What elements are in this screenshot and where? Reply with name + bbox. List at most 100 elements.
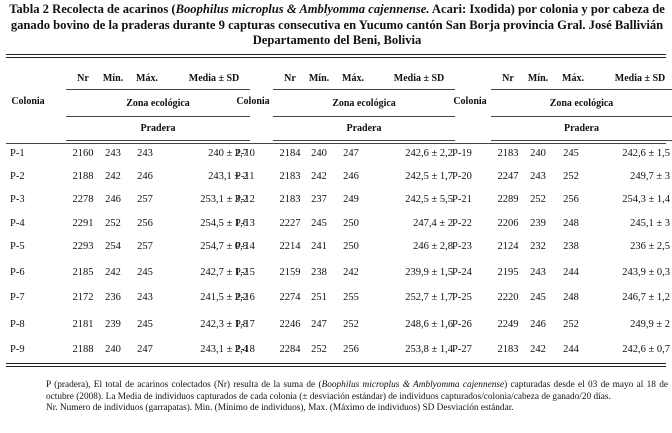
header-zona-ecologica: Zona ecológica [549,98,614,109]
cell-colonia: P-17 [235,319,255,330]
cell-media-sd: 236 ± 2,5 [630,241,670,252]
cell-media-sd: 242,6 ± 1,5 [622,148,670,159]
cell-colonia: P-8 [10,319,25,330]
cell-min: 239 [105,319,121,330]
cell-nr: 2220 [497,292,519,303]
header-nr: Nr [77,73,89,84]
header-underline [66,116,250,117]
cell-media-sd: 243,9 ± 0,3 [622,267,670,278]
cell-media-sd: 254,5 ± 1,6 [200,218,248,229]
cell-max: 257 [137,194,153,205]
cell-max: 248 [563,292,579,303]
cell-media-sd: 239,9 ± 1,5 [405,267,453,278]
cell-nr: 2246 [279,319,301,330]
cell-colonia: P-15 [235,267,255,278]
header-pradera: Pradera [564,123,599,134]
cell-nr: 2195 [497,267,519,278]
header-underline [491,89,672,90]
cell-nr: 2206 [497,218,519,229]
cell-colonia: P-13 [235,218,255,229]
cell-colonia: P-25 [452,292,472,303]
cell-media-sd: 243,1 ± 2 [208,171,248,182]
cell-max: 245 [563,148,579,159]
cell-max: 250 [343,241,359,252]
cell-min: 240 [311,148,327,159]
cell-media-sd: 254,3 ± 1,4 [622,194,670,205]
cell-colonia: P-18 [235,344,255,355]
cell-min: 251 [311,292,327,303]
cell-nr: 2124 [497,241,519,252]
cell-nr: 2274 [279,292,301,303]
cell-media-sd: 240 ± 2,7 [208,148,248,159]
cell-min: 239 [530,218,546,229]
note-species: Boophilus microplus & Amblyomma cajennen… [321,380,505,390]
header-nr: Nr [502,73,514,84]
cell-min: 246 [530,319,546,330]
cell-media-sd: 242,5 ± 1,7 [405,171,453,182]
cell-colonia: P-2 [10,171,25,182]
cell-nr: 2183 [279,171,301,182]
cell-nr: 2289 [497,194,519,205]
cell-max: 243 [137,292,153,303]
header-underline [273,116,455,117]
cell-nr: 2214 [279,241,301,252]
cell-min: 232 [530,241,546,252]
cell-max: 255 [343,292,359,303]
header-min: Mín. [308,73,330,84]
header-underline [491,116,672,117]
cell-min: 243 [530,171,546,182]
cell-min: 236 [105,292,121,303]
cell-min: 240 [105,344,121,355]
cell-nr: 2188 [72,344,94,355]
cell-colonia: P-21 [452,194,472,205]
cell-colonia: P-26 [452,319,472,330]
cell-max: 246 [137,171,153,182]
cell-media-sd: 254,7 ± 0,9 [200,241,248,252]
cell-min: 252 [105,218,121,229]
note-1: P (pradera), El total de acarinos colect… [46,380,668,402]
header-underline [491,140,672,141]
cell-min: 252 [530,194,546,205]
title-rest: Acari: Ixodida) por colonia y por cabeza… [10,2,665,47]
cell-min: 245 [311,218,327,229]
cell-media-sd: 247,4 ± 2 [413,218,453,229]
cell-nr: 2184 [279,148,301,159]
cell-max: 250 [343,218,359,229]
table-notes: P (pradera), El total de acarinos colect… [46,380,668,415]
cell-min: 243 [530,267,546,278]
title-species: Boophilus microplus & Amblyomma cajennen… [175,2,430,16]
cell-nr: 2293 [72,241,94,252]
cell-media-sd: 246 ± 2,8 [413,241,453,252]
cell-min: 240 [530,148,546,159]
cell-min: 242 [530,344,546,355]
cell-nr: 2284 [279,344,301,355]
cell-max: 248 [563,218,579,229]
cell-colonia: P-4 [10,218,25,229]
cell-colonia: P-5 [10,241,25,252]
cell-media-sd: 252,7 ± 1,7 [405,292,453,303]
header-colonia: Colonia [236,96,270,107]
cell-media-sd: 248,6 ± 1,6 [405,319,453,330]
cell-nr: 2183 [279,194,301,205]
cell-nr: 2172 [72,292,94,303]
cell-nr: 2188 [72,171,94,182]
header-underline [273,140,455,141]
header-underline [273,89,455,90]
table-top-rule [6,54,666,55]
header-pradera: Pradera [346,123,382,134]
cell-max: 243 [137,148,153,159]
header-min: Mín. [102,73,124,84]
cell-media-sd: 242,3 ± 1,8 [200,319,248,330]
cell-colonia: P-14 [235,241,255,252]
cell-max: 242 [343,267,359,278]
cell-min: 247 [311,319,327,330]
cell-min: 237 [311,194,327,205]
cell-max: 257 [137,241,153,252]
cell-colonia: P-9 [10,344,25,355]
cell-min: 254 [105,241,121,252]
cell-nr: 2249 [497,319,519,330]
cell-max: 252 [343,319,359,330]
cell-max: 246 [343,171,359,182]
header-media-sd: Media ± SD [614,73,666,84]
cell-colonia: P-11 [235,171,255,182]
